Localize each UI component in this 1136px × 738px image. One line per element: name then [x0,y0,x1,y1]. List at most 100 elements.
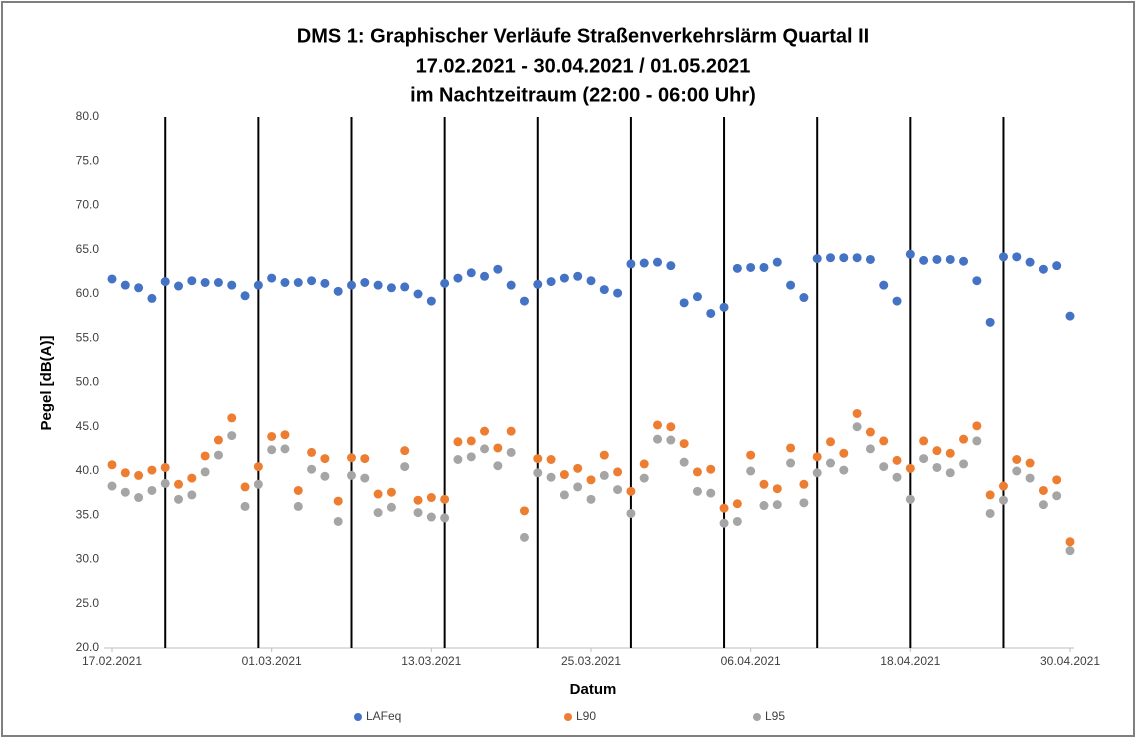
x-tick-label: 17.02.2021 [82,654,142,668]
point [200,451,210,461]
point [599,285,609,295]
point [799,498,809,508]
point [333,496,343,506]
point [466,436,476,446]
point [400,462,410,472]
point [466,452,476,462]
y-tick-label: 55.0 [76,330,100,344]
point [692,486,702,496]
point [1025,458,1035,468]
point [759,262,769,272]
point [666,422,676,432]
point [360,454,370,464]
point [852,422,862,432]
point [812,468,822,478]
legend-marker [354,713,362,721]
point [905,463,915,473]
point [147,485,157,495]
point [679,298,689,308]
point [533,454,543,464]
point [892,296,902,306]
point [347,453,356,463]
point [107,481,117,491]
point [320,454,330,464]
point [945,448,955,458]
point [426,512,436,522]
point [666,261,676,271]
y-tick-label: 45.0 [76,419,100,433]
y-tick-label: 75.0 [76,153,100,167]
point [799,293,809,303]
point [280,444,290,454]
point [786,443,796,453]
y-tick-label: 20.0 [76,640,100,654]
legend-label: L90 [576,709,596,723]
point [1025,473,1035,483]
x-axis-label: Datum [570,681,617,698]
point [1012,252,1022,262]
point [1052,491,1062,501]
point [1065,311,1075,321]
point [826,458,835,468]
point [1038,264,1048,274]
point [586,475,596,485]
y-tick-label: 70.0 [76,198,100,212]
point [865,254,875,264]
point [519,506,529,516]
point [320,278,330,288]
point [559,470,569,480]
chart-title: DMS 1: Graphischer Verläufe Straßenverke… [297,25,869,47]
point [333,286,343,296]
point [826,437,835,447]
point [307,464,317,474]
point [772,484,782,494]
point [506,280,516,290]
point [666,435,676,445]
point [280,277,290,287]
point [812,452,822,462]
point [160,277,170,287]
x-tick-label: 18.04.2021 [880,654,940,668]
point [227,280,237,290]
point [892,472,902,482]
point [373,508,383,518]
point [253,479,263,489]
point [480,426,490,436]
y-axis-label: Pegel [dB(A)] [38,336,55,431]
point [639,473,649,483]
point [1012,454,1022,464]
point [160,462,170,472]
point [998,495,1008,505]
point [333,516,343,526]
point [293,485,303,495]
point [786,458,796,468]
point [613,288,623,298]
point [879,436,889,446]
point [985,508,995,518]
point [573,482,583,492]
point [998,481,1008,491]
point [533,279,543,289]
point [599,450,609,460]
point [160,478,170,488]
point [626,508,636,518]
point [879,280,889,290]
point [959,434,969,444]
point [1052,475,1062,485]
point [187,276,197,286]
point [559,273,569,283]
point [267,431,277,441]
point [932,446,942,456]
y-tick-label: 35.0 [76,507,100,521]
point [107,460,117,470]
point [174,494,184,504]
point [839,448,849,458]
point [426,296,436,306]
point [972,436,982,446]
point [426,493,436,503]
point [240,501,250,511]
point [1025,257,1035,267]
point [839,465,849,475]
point [174,479,184,489]
